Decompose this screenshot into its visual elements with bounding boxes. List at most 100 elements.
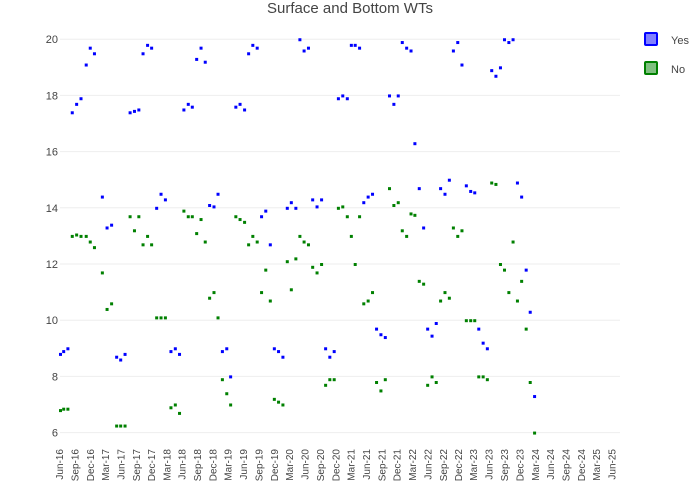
data-point-no[interactable] <box>494 182 498 186</box>
data-point-yes[interactable] <box>169 350 173 354</box>
data-point-no[interactable] <box>229 403 233 407</box>
data-point-yes[interactable] <box>238 102 242 106</box>
data-point-yes[interactable] <box>285 206 289 210</box>
data-point-yes[interactable] <box>426 327 430 331</box>
data-point-no[interactable] <box>481 375 485 379</box>
data-point-yes[interactable] <box>490 69 494 73</box>
data-point-no[interactable] <box>451 226 455 230</box>
data-point-no[interactable] <box>208 296 212 300</box>
data-point-no[interactable] <box>434 381 438 384</box>
data-point-yes[interactable] <box>302 49 306 53</box>
data-point-no[interactable] <box>169 406 173 410</box>
data-point-yes[interactable] <box>255 46 259 50</box>
data-point-yes[interactable] <box>123 352 127 356</box>
data-point-yes[interactable] <box>533 395 537 399</box>
data-point-yes[interactable] <box>502 38 506 42</box>
data-point-yes[interactable] <box>528 310 532 314</box>
data-point-yes[interactable] <box>324 347 328 351</box>
data-point-yes[interactable] <box>190 105 194 109</box>
data-point-yes[interactable] <box>371 192 375 196</box>
data-point-yes[interactable] <box>110 223 114 227</box>
data-point-no[interactable] <box>70 234 74 238</box>
data-point-no[interactable] <box>272 397 276 401</box>
data-point-yes[interactable] <box>524 268 528 272</box>
data-point-no[interactable] <box>285 260 289 264</box>
data-point-yes[interactable] <box>430 334 434 338</box>
data-point-no[interactable] <box>155 316 159 320</box>
legend-item-no[interactable]: No <box>644 61 685 76</box>
data-point-yes[interactable] <box>268 243 272 247</box>
data-point-no[interactable] <box>498 263 502 266</box>
data-point-no[interactable] <box>371 291 375 295</box>
data-point-yes[interactable] <box>105 226 109 230</box>
data-point-no[interactable] <box>128 215 132 219</box>
data-point-yes[interactable] <box>520 195 524 199</box>
data-point-no[interactable] <box>182 209 186 213</box>
data-point-yes[interactable] <box>203 60 207 64</box>
data-point-yes[interactable] <box>336 97 340 101</box>
data-point-yes[interactable] <box>409 49 413 53</box>
data-point-no[interactable] <box>163 316 167 320</box>
data-point-no[interactable] <box>251 234 255 238</box>
data-point-yes[interactable] <box>59 352 62 356</box>
data-point-yes[interactable] <box>405 46 409 50</box>
data-point-yes[interactable] <box>515 181 519 185</box>
data-point-no[interactable] <box>439 299 443 303</box>
data-point-no[interactable] <box>341 205 345 209</box>
data-point-no[interactable] <box>490 181 494 185</box>
data-point-no[interactable] <box>247 243 251 247</box>
data-point-yes[interactable] <box>366 195 370 199</box>
data-point-no[interactable] <box>216 316 220 320</box>
data-point-no[interactable] <box>464 319 468 323</box>
data-point-no[interactable] <box>515 299 519 303</box>
data-point-no[interactable] <box>119 424 123 428</box>
data-point-no[interactable] <box>289 288 293 292</box>
data-point-yes[interactable] <box>477 327 481 331</box>
data-point-yes[interactable] <box>199 46 203 50</box>
data-point-no[interactable] <box>392 204 396 207</box>
data-point-yes[interactable] <box>272 347 276 351</box>
data-point-no[interactable] <box>311 265 315 269</box>
legend[interactable]: Yes No <box>644 32 689 76</box>
data-point-no[interactable] <box>422 282 426 286</box>
data-point-no[interactable] <box>413 213 417 217</box>
data-point-no[interactable] <box>190 215 194 219</box>
data-point-yes[interactable] <box>498 66 502 70</box>
data-point-no[interactable] <box>396 201 400 205</box>
data-point-yes[interactable] <box>155 206 159 210</box>
data-point-yes[interactable] <box>150 46 154 50</box>
data-point-no[interactable] <box>225 392 229 396</box>
data-point-no[interactable] <box>315 271 319 275</box>
data-point-no[interactable] <box>443 291 447 295</box>
data-point-yes[interactable] <box>320 198 324 202</box>
data-point-yes[interactable] <box>173 347 177 351</box>
data-point-no[interactable] <box>336 206 340 210</box>
data-point-yes[interactable] <box>229 375 233 379</box>
data-point-yes[interactable] <box>362 201 366 205</box>
data-point-yes[interactable] <box>306 46 310 50</box>
data-point-yes[interactable] <box>186 102 190 106</box>
data-point-no[interactable] <box>456 234 460 238</box>
data-point-no[interactable] <box>405 234 409 238</box>
data-point-no[interactable] <box>469 319 473 323</box>
data-point-no[interactable] <box>379 389 383 393</box>
data-point-no[interactable] <box>75 233 79 237</box>
data-point-yes[interactable] <box>163 198 167 202</box>
data-point-yes[interactable] <box>260 215 264 219</box>
data-point-no[interactable] <box>332 378 336 382</box>
data-point-no[interactable] <box>115 424 119 428</box>
data-point-yes[interactable] <box>247 52 251 56</box>
data-point-no[interactable] <box>255 240 259 244</box>
data-point-no[interactable] <box>511 240 515 244</box>
data-point-yes[interactable] <box>178 352 182 356</box>
data-point-yes[interactable] <box>383 336 387 340</box>
data-point-yes[interactable] <box>137 108 141 112</box>
data-point-yes[interactable] <box>182 108 186 112</box>
data-point-yes[interactable] <box>494 74 498 78</box>
data-point-yes[interactable] <box>473 191 477 195</box>
data-point-no[interactable] <box>430 375 434 379</box>
data-point-no[interactable] <box>528 381 532 384</box>
data-point-yes[interactable] <box>146 43 150 47</box>
data-point-yes[interactable] <box>128 111 132 115</box>
data-point-no[interactable] <box>66 407 70 411</box>
